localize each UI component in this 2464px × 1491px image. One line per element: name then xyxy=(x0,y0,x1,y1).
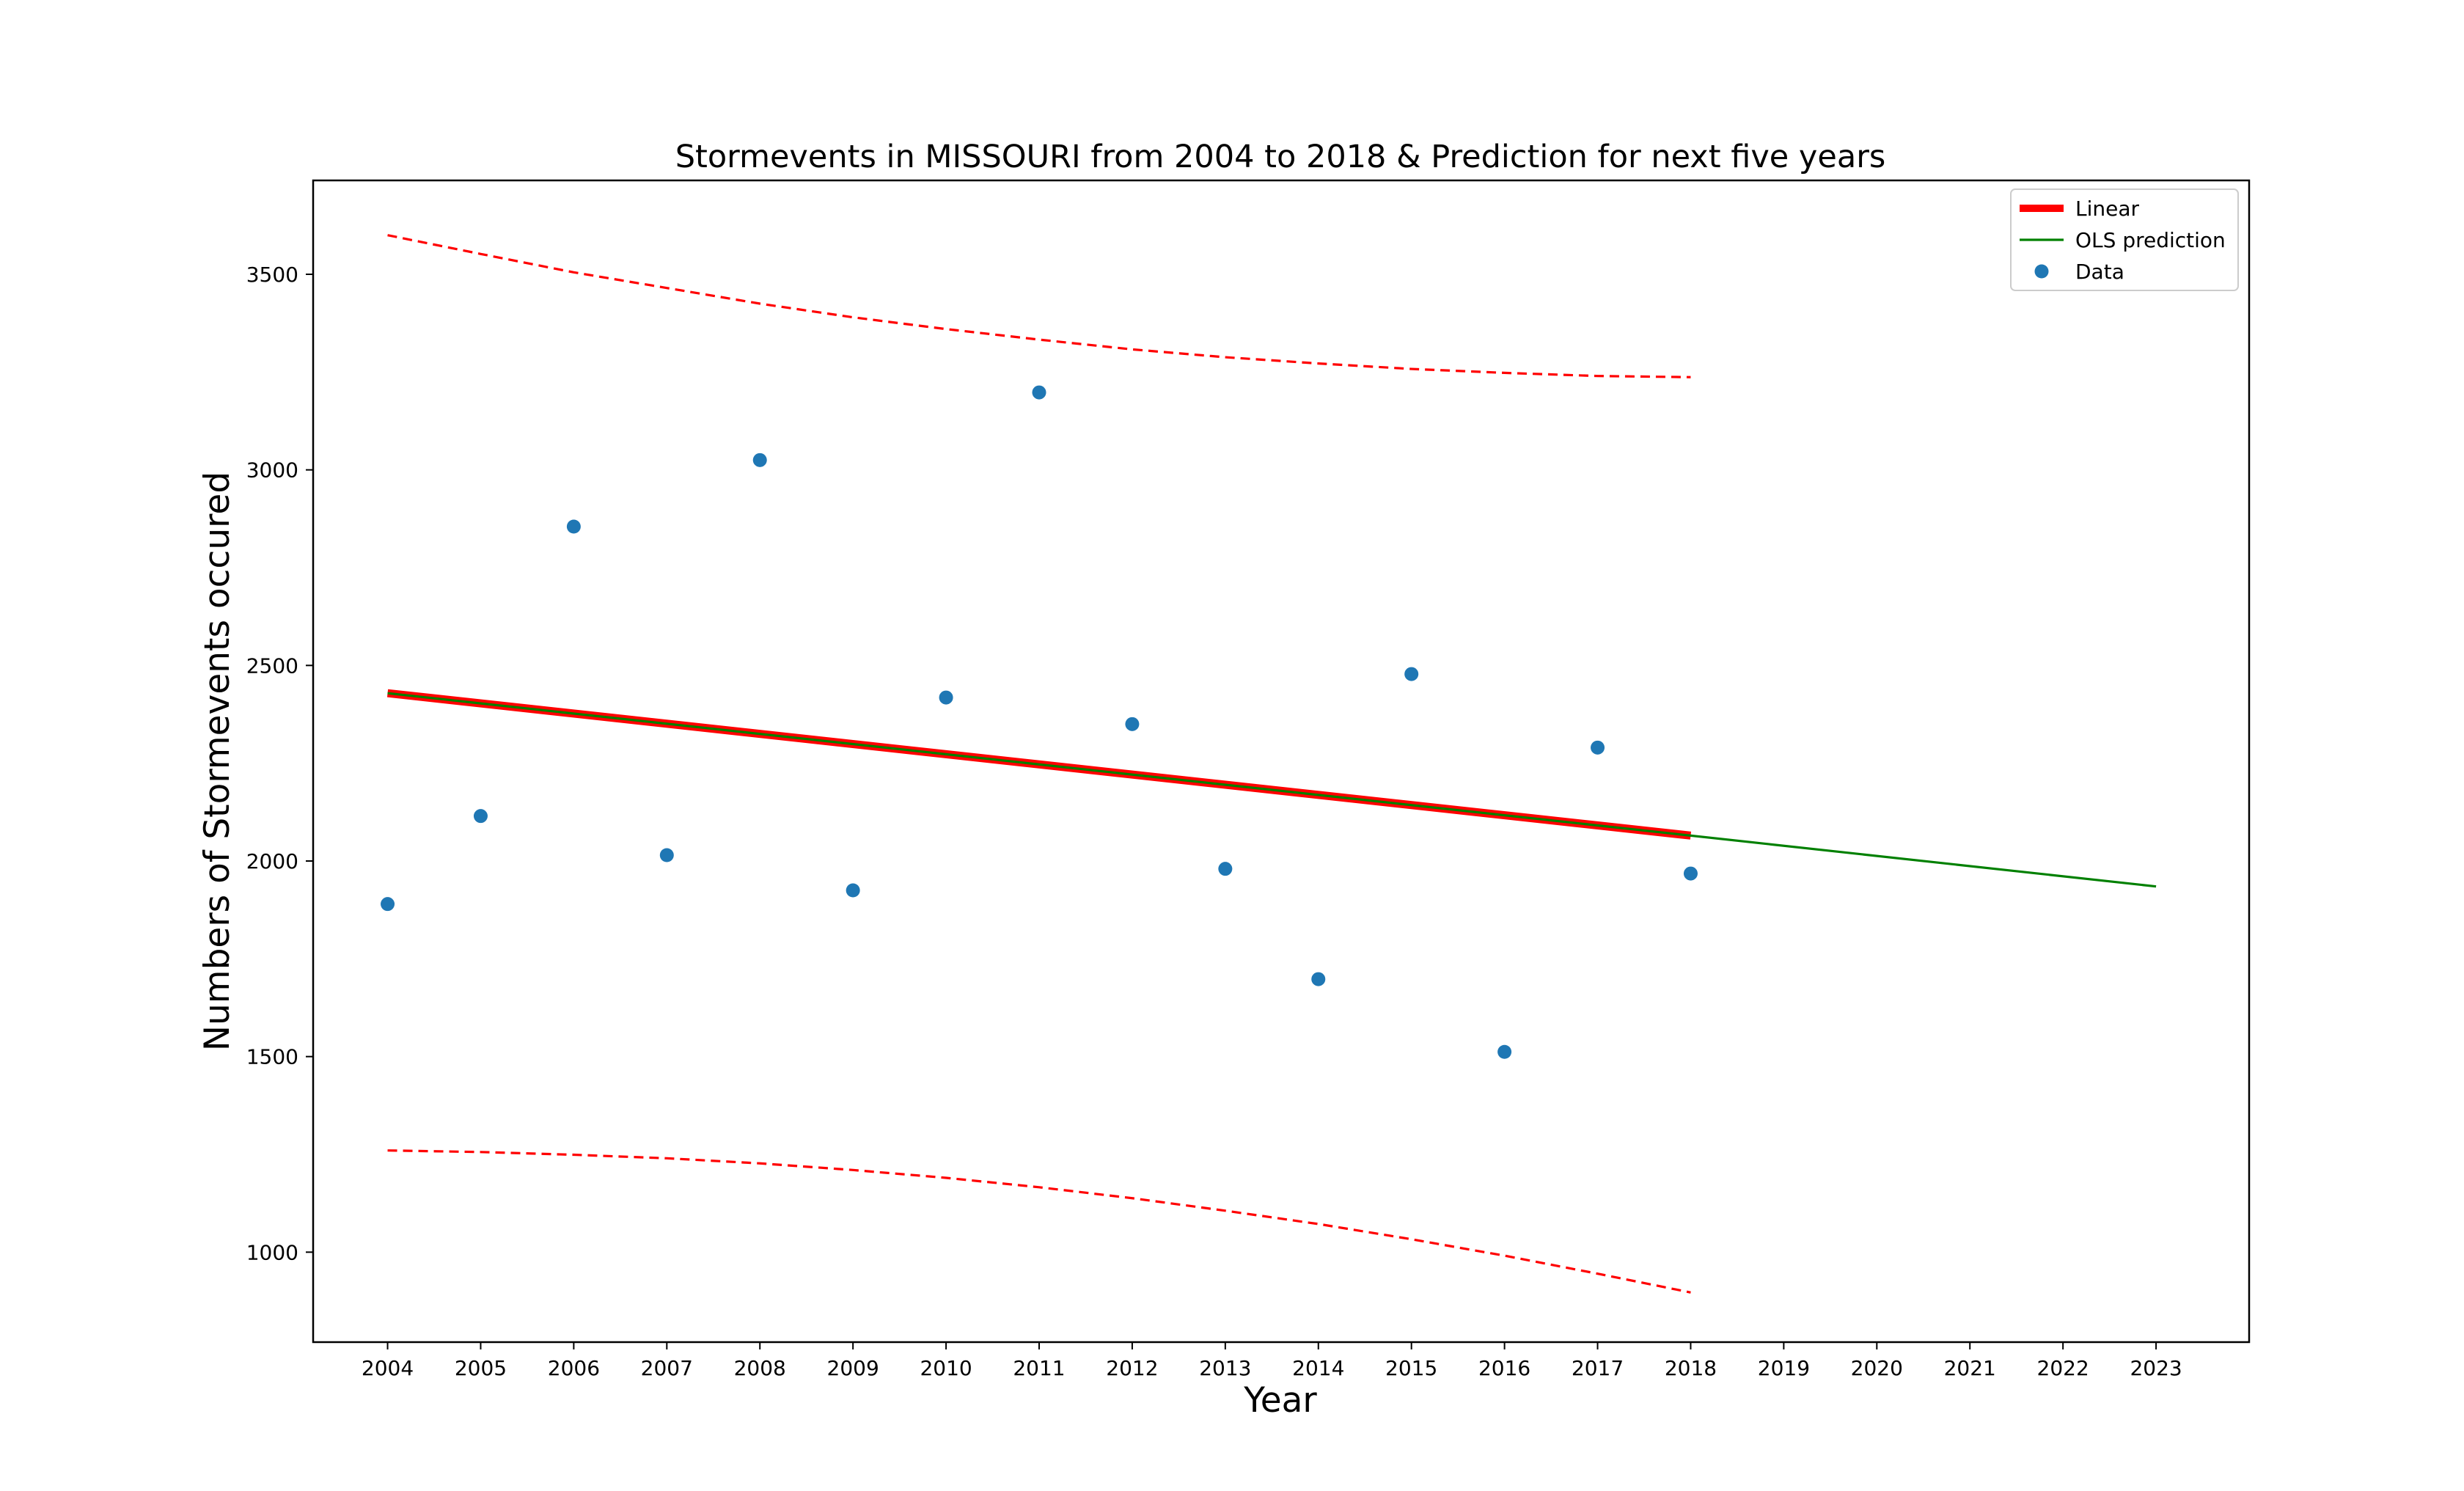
y-tick-label: 1000 xyxy=(246,1240,298,1264)
data-point xyxy=(1218,862,1233,876)
data-point xyxy=(1311,972,1326,986)
x-tick-label: 2013 xyxy=(1199,1356,1251,1380)
legend-label: Linear xyxy=(2075,197,2140,221)
data-point xyxy=(1032,385,1046,400)
data-point xyxy=(752,453,767,467)
x-tick-label: 2021 xyxy=(1944,1356,1996,1380)
x-tick-label: 2014 xyxy=(1292,1356,1344,1380)
lower-prediction-band xyxy=(387,1149,1691,1294)
data-point xyxy=(659,848,674,862)
legend-label: OLS prediction xyxy=(2075,228,2226,252)
data-point xyxy=(846,883,860,898)
legend-swatch xyxy=(2034,264,2049,279)
data-point xyxy=(1404,667,1419,681)
data-point xyxy=(1497,1044,1512,1059)
x-tick-label: 2018 xyxy=(1665,1356,1717,1380)
legend-label: Data xyxy=(2075,260,2124,284)
data-point xyxy=(1125,717,1140,731)
x-tick-label: 2011 xyxy=(1013,1356,1065,1380)
chart-title: Stormevents in MISSOURI from 2004 to 201… xyxy=(675,139,1886,175)
x-tick-label: 2005 xyxy=(455,1356,507,1380)
x-tick-label: 2004 xyxy=(362,1356,414,1380)
x-tick-label: 2006 xyxy=(548,1356,600,1380)
x-axis-label: Year xyxy=(1243,1380,1317,1421)
x-tick-label: 2022 xyxy=(2037,1356,2089,1380)
data-point xyxy=(473,809,488,824)
y-tick-label: 2000 xyxy=(246,849,298,873)
x-tick-label: 2007 xyxy=(641,1356,693,1380)
data-point xyxy=(939,690,953,705)
x-tick-label: 2016 xyxy=(1478,1356,1530,1380)
legend: Linear OLS prediction Data xyxy=(2010,188,2239,291)
legend-frame xyxy=(2010,188,2239,291)
x-tick-label: 2020 xyxy=(1851,1356,1903,1380)
y-tick-label: 3000 xyxy=(246,458,298,483)
y-tick-label: 2500 xyxy=(246,653,298,678)
data-point xyxy=(1683,866,1698,881)
x-tick-label: 2023 xyxy=(2130,1356,2182,1380)
x-tick-label: 2019 xyxy=(1758,1356,1810,1380)
x-tick-label: 2017 xyxy=(1572,1356,1624,1380)
y-axis-label: Numbers of Stormevents occured xyxy=(197,472,238,1051)
y-tick-label: 1500 xyxy=(246,1045,298,1069)
ols-prediction-line xyxy=(387,692,2157,888)
data-point xyxy=(566,519,581,534)
x-tick-label: 2010 xyxy=(920,1356,972,1380)
x-tick-label: 2008 xyxy=(734,1356,786,1380)
x-tick-label: 2009 xyxy=(827,1356,879,1380)
y-tick-label: 3500 xyxy=(246,263,298,287)
x-tick-label: 2015 xyxy=(1385,1356,1437,1380)
axes-frame xyxy=(312,179,2251,1344)
data-point xyxy=(1591,740,1605,755)
upper-prediction-band xyxy=(387,234,1691,378)
data-point xyxy=(381,897,395,912)
plot-area: 2004 2005 2006 2007 2008 2009 2010 2011 2012 2013… xyxy=(246,179,2251,1380)
x-tick-label: 2012 xyxy=(1106,1356,1158,1380)
